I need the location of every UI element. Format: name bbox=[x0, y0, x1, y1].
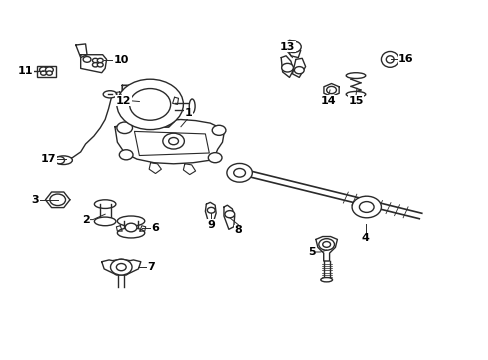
Text: 4: 4 bbox=[361, 233, 369, 243]
Text: 1: 1 bbox=[184, 108, 192, 118]
Ellipse shape bbox=[119, 150, 133, 160]
Ellipse shape bbox=[326, 86, 336, 94]
Text: 13: 13 bbox=[279, 42, 295, 52]
Ellipse shape bbox=[94, 200, 116, 208]
Ellipse shape bbox=[322, 242, 330, 247]
Ellipse shape bbox=[117, 122, 132, 134]
Text: 12: 12 bbox=[115, 96, 131, 106]
Text: 6: 6 bbox=[151, 222, 159, 233]
Ellipse shape bbox=[346, 73, 365, 78]
Text: 14: 14 bbox=[320, 96, 336, 106]
Ellipse shape bbox=[50, 194, 65, 206]
Text: 15: 15 bbox=[347, 96, 363, 106]
Ellipse shape bbox=[110, 259, 132, 275]
Ellipse shape bbox=[359, 202, 373, 212]
Text: 11: 11 bbox=[18, 66, 33, 76]
Ellipse shape bbox=[46, 71, 52, 75]
Ellipse shape bbox=[45, 67, 53, 73]
Ellipse shape bbox=[224, 211, 234, 218]
Ellipse shape bbox=[92, 58, 98, 63]
Ellipse shape bbox=[233, 168, 245, 177]
Ellipse shape bbox=[281, 63, 293, 72]
Ellipse shape bbox=[129, 89, 170, 120]
Ellipse shape bbox=[97, 63, 103, 67]
Ellipse shape bbox=[116, 264, 126, 271]
Ellipse shape bbox=[318, 239, 334, 250]
Ellipse shape bbox=[55, 157, 64, 164]
Ellipse shape bbox=[97, 58, 103, 63]
Text: 17: 17 bbox=[41, 154, 57, 164]
Ellipse shape bbox=[346, 91, 365, 97]
Ellipse shape bbox=[41, 71, 46, 75]
Text: 2: 2 bbox=[81, 215, 89, 225]
Ellipse shape bbox=[40, 67, 47, 73]
Ellipse shape bbox=[163, 133, 184, 149]
Text: 16: 16 bbox=[397, 54, 413, 64]
Text: 5: 5 bbox=[307, 247, 315, 257]
Text: 7: 7 bbox=[147, 262, 155, 272]
Bar bbox=[37, 66, 56, 77]
Ellipse shape bbox=[94, 217, 116, 226]
Ellipse shape bbox=[208, 153, 222, 163]
Ellipse shape bbox=[189, 99, 195, 113]
Text: 9: 9 bbox=[207, 220, 215, 230]
Ellipse shape bbox=[117, 216, 144, 226]
Ellipse shape bbox=[117, 79, 183, 130]
Ellipse shape bbox=[207, 207, 215, 213]
Ellipse shape bbox=[92, 63, 98, 67]
Text: 8: 8 bbox=[234, 225, 242, 235]
Ellipse shape bbox=[320, 278, 332, 282]
Ellipse shape bbox=[125, 223, 137, 232]
Ellipse shape bbox=[83, 57, 91, 62]
Ellipse shape bbox=[55, 156, 72, 165]
Ellipse shape bbox=[381, 51, 398, 67]
Ellipse shape bbox=[212, 125, 225, 135]
Text: 3: 3 bbox=[31, 195, 39, 205]
Ellipse shape bbox=[351, 196, 381, 218]
Text: 10: 10 bbox=[113, 55, 129, 66]
Ellipse shape bbox=[117, 228, 144, 238]
Ellipse shape bbox=[294, 67, 304, 74]
Ellipse shape bbox=[103, 91, 117, 98]
Ellipse shape bbox=[285, 41, 301, 53]
Ellipse shape bbox=[386, 56, 393, 63]
Ellipse shape bbox=[168, 138, 178, 145]
Ellipse shape bbox=[226, 163, 252, 182]
